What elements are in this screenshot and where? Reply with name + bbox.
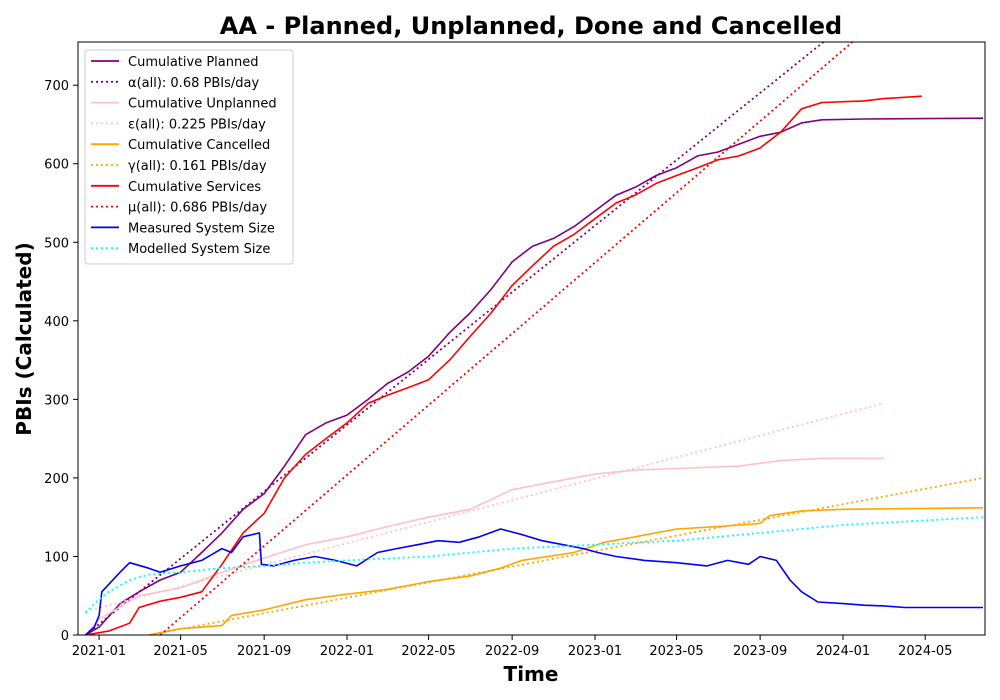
x-tick-label: 2024-05 bbox=[898, 644, 952, 659]
x-tick-label: 2023-09 bbox=[733, 644, 787, 659]
x-tick-label: 2021-09 bbox=[237, 644, 291, 659]
legend-entry: μ(all): 0.686 PBIs/day bbox=[128, 201, 267, 216]
series-line-2 bbox=[86, 458, 884, 635]
y-tick-label: 700 bbox=[44, 79, 69, 94]
x-tick-label: 2022-09 bbox=[485, 644, 539, 659]
x-axis-label: Time bbox=[504, 662, 559, 686]
y-tick-label: 0 bbox=[61, 629, 69, 644]
legend-entry: α(all): 0.68 PBIs/day bbox=[128, 76, 259, 91]
legend-entry: γ(all): 0.161 PBIs/day bbox=[128, 159, 267, 174]
y-tick-label: 200 bbox=[44, 472, 69, 487]
x-tick-label: 2023-01 bbox=[568, 644, 622, 659]
legend-entry: Cumulative Services bbox=[128, 180, 261, 195]
x-tick-label: 2022-01 bbox=[320, 644, 374, 659]
legend-entry: Cumulative Unplanned bbox=[128, 97, 277, 112]
y-axis-label: PBIs (Calculated) bbox=[12, 242, 36, 435]
series-line-9 bbox=[86, 517, 984, 613]
series-line-4 bbox=[149, 508, 983, 635]
legend-entry: Modelled System Size bbox=[128, 242, 270, 257]
series-line-8 bbox=[86, 529, 984, 635]
legend-entry: ε(all): 0.225 PBIs/day bbox=[128, 117, 266, 132]
x-tick-label: 2021-01 bbox=[72, 644, 126, 659]
y-tick-label: 500 bbox=[44, 236, 69, 251]
y-tick-label: 600 bbox=[44, 158, 69, 173]
series-line-5 bbox=[149, 478, 983, 635]
series-line-3 bbox=[86, 403, 884, 611]
legend-entry: Cumulative Planned bbox=[128, 55, 258, 70]
legend: Cumulative Planned α(all): 0.68 PBIs/day C… bbox=[85, 50, 293, 264]
y-tick-label: 300 bbox=[44, 393, 69, 408]
x-tick-label: 2023-05 bbox=[649, 644, 703, 659]
chart-title: AA - Planned, Unplanned, Done and Cancel… bbox=[220, 12, 842, 40]
x-tick-label: 2021-05 bbox=[153, 644, 207, 659]
x-tick-label: 2022-05 bbox=[401, 644, 455, 659]
legend-entry: Measured System Size bbox=[128, 221, 275, 236]
legend-entry: Cumulative Cancelled bbox=[128, 138, 270, 153]
x-tick-label: 2024-01 bbox=[816, 644, 870, 659]
y-tick-label: 400 bbox=[44, 315, 69, 330]
y-tick-label: 100 bbox=[44, 550, 69, 565]
